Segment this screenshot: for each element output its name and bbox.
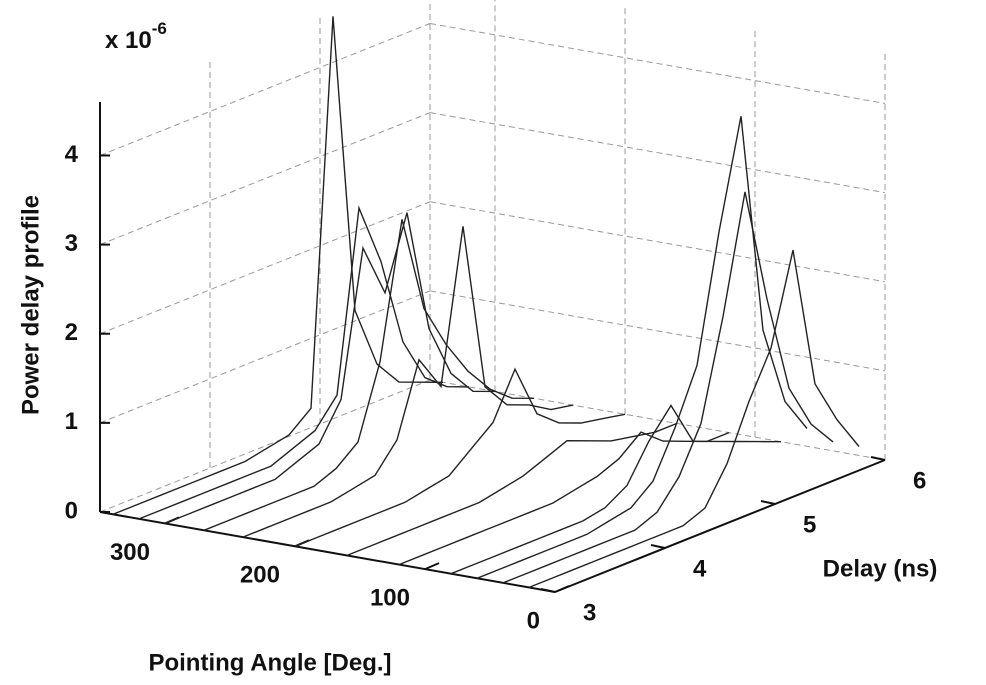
trace [398, 431, 730, 566]
x-axis [99, 511, 556, 593]
y-tick [650, 544, 666, 549]
scale-factor: x 10-6 [105, 19, 167, 54]
x-tick-label: 300 [110, 539, 150, 566]
grid-line [429, 201, 886, 283]
grid-line [429, 379, 886, 461]
x-tick-label: 0 [527, 607, 540, 634]
grid-line [99, 201, 431, 335]
scale-base: x 10 [105, 27, 152, 54]
scale-exponent: -6 [152, 19, 167, 38]
trace [450, 404, 782, 575]
y-tick [870, 456, 886, 461]
x-tick-label: 200 [240, 562, 280, 589]
z-tick-label: 2 [65, 319, 78, 346]
trace [112, 16, 444, 515]
z-tick-label: 3 [65, 230, 78, 257]
y-tick [760, 500, 776, 505]
z-tick-label: 4 [65, 141, 79, 168]
z-tick-label: 1 [65, 408, 78, 435]
y-tick-label: 5 [803, 511, 816, 538]
z-tick-label: 0 [65, 497, 78, 524]
y-tick-label: 3 [583, 599, 596, 626]
grid-line [429, 290, 886, 372]
x-tick-label: 100 [370, 584, 410, 611]
y-axis [554, 459, 886, 593]
trace [294, 367, 626, 547]
y-tick-label: 4 [693, 555, 707, 582]
y-tick-label: 6 [913, 467, 926, 494]
trace [138, 205, 470, 520]
trace [242, 226, 574, 538]
trace [502, 191, 834, 584]
trace [164, 212, 496, 525]
x-axis-label: Pointing Angle [Deg.] [148, 649, 391, 676]
x-tick [554, 585, 570, 593]
grid-line [429, 22, 886, 104]
grid-line [99, 379, 431, 513]
x-tick [424, 562, 440, 571]
trace [203, 219, 535, 531]
trace [346, 422, 678, 557]
y-axis-label: Delay (ns) [823, 555, 938, 582]
z-axis-label: Power delay profile [17, 195, 44, 415]
grid-line [429, 112, 886, 194]
grid-line [99, 112, 431, 246]
trace [476, 116, 808, 579]
trace [528, 249, 860, 589]
y-tick [540, 588, 556, 593]
